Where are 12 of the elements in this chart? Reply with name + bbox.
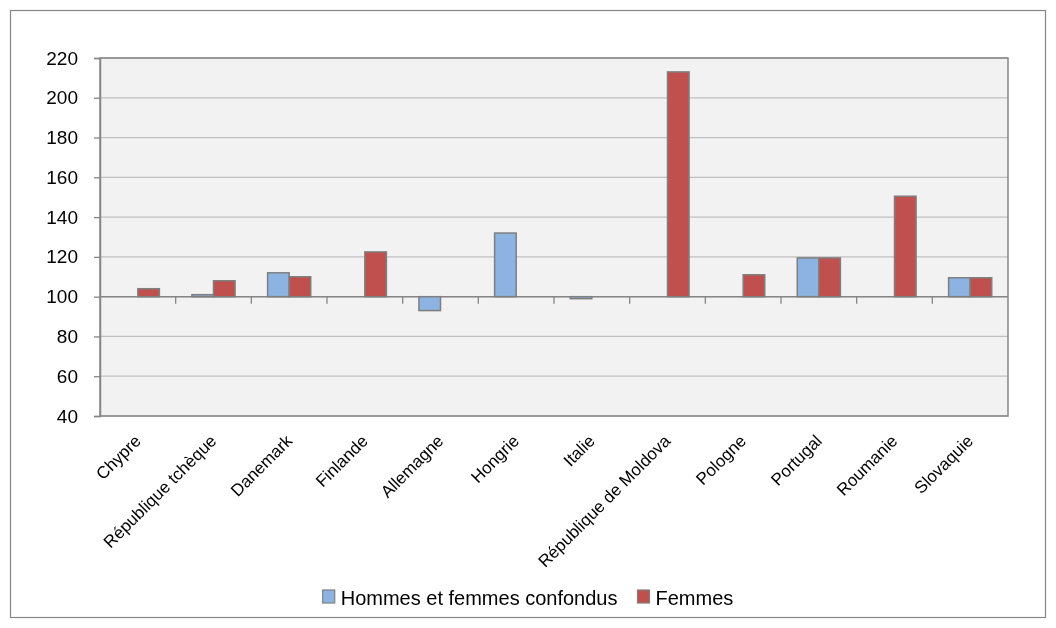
legend-label: Hommes et femmes confondus: [340, 587, 618, 609]
y-tick-label: 140: [46, 206, 78, 228]
y-tick-label: 160: [46, 166, 78, 188]
y-tick-label: 60: [56, 365, 78, 387]
y-tick-label: 220: [46, 47, 78, 69]
y-tick-label: 120: [46, 246, 78, 268]
y-tick-label: 200: [46, 87, 78, 109]
y-tick-label: 100: [46, 286, 78, 308]
y-tick-label: 80: [56, 326, 78, 348]
legend-label: Femmes: [655, 587, 734, 609]
y-tick-label: 40: [56, 405, 78, 427]
y-tick-label: 180: [46, 127, 78, 149]
